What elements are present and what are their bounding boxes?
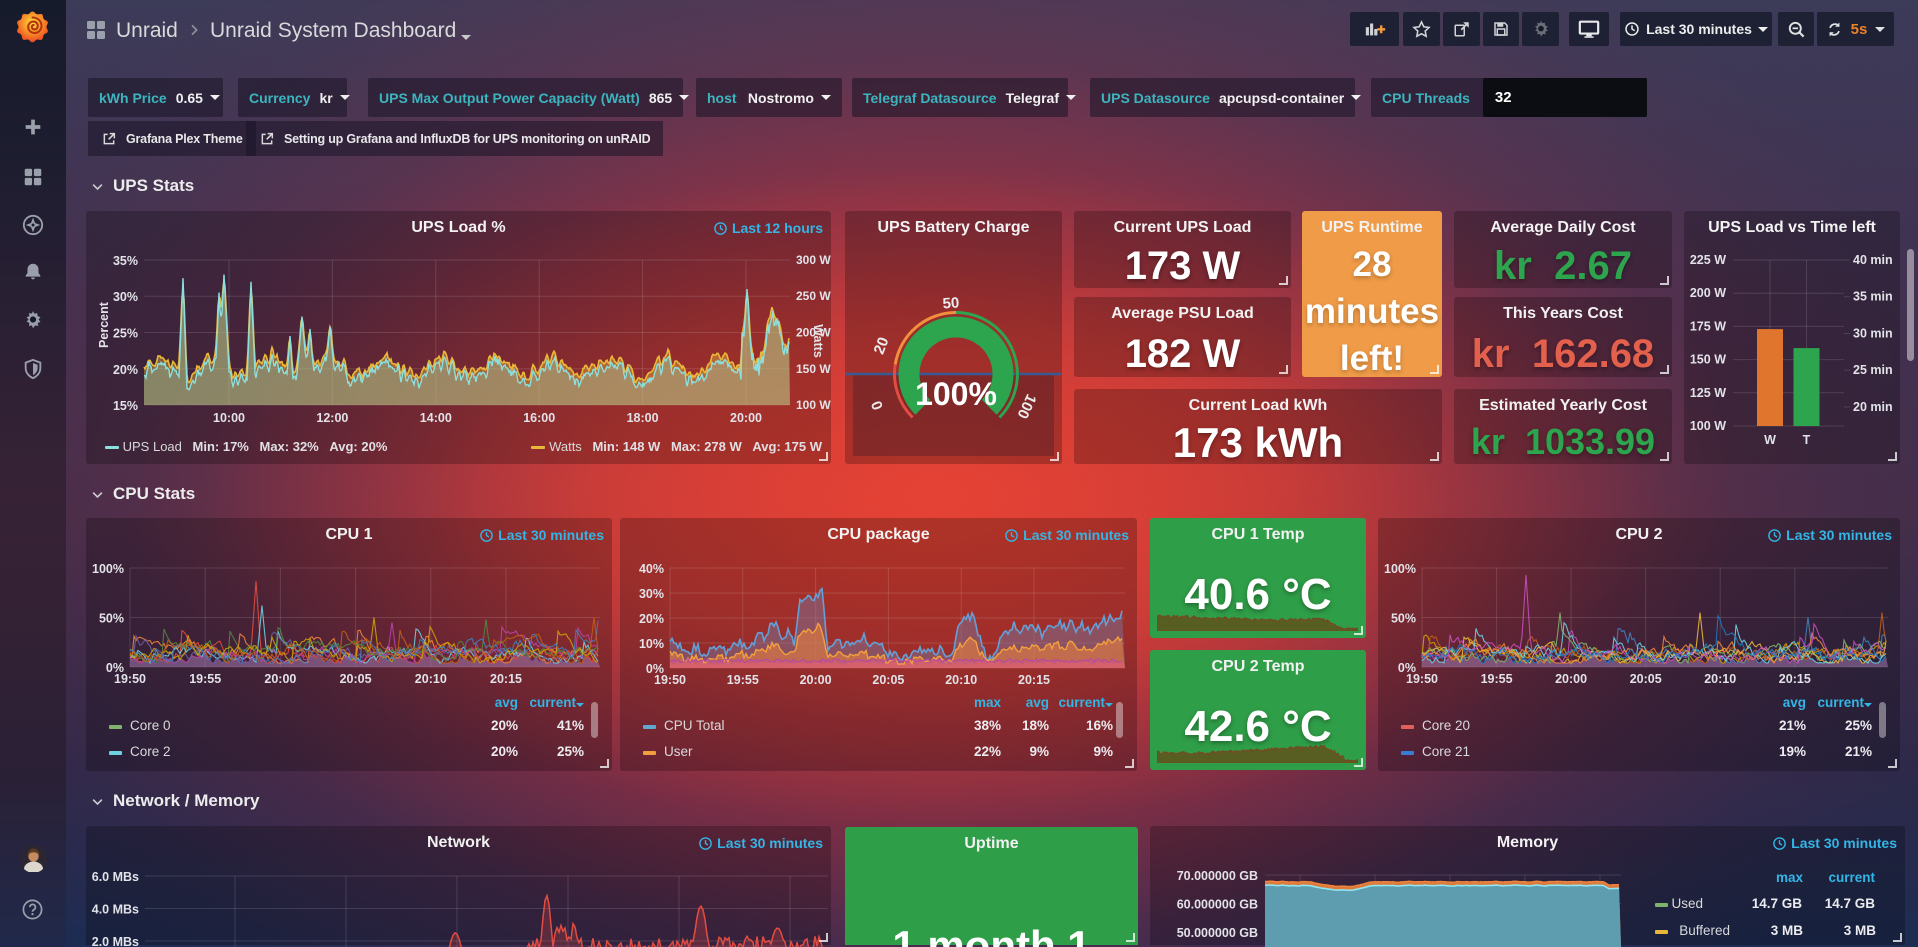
- svg-text:16:00: 16:00: [523, 411, 555, 425]
- svg-text:W: W: [1764, 433, 1776, 447]
- svg-text:0%: 0%: [1398, 661, 1416, 675]
- svg-text:25%: 25%: [113, 327, 138, 341]
- svg-text:125 W: 125 W: [1690, 386, 1726, 400]
- svg-text:70.000000 GB: 70.000000 GB: [1177, 869, 1258, 883]
- svg-text:10:00: 10:00: [213, 411, 245, 425]
- svg-text:30%: 30%: [113, 290, 138, 304]
- svg-text:20:00: 20:00: [264, 672, 296, 686]
- svg-text:20:00: 20:00: [730, 411, 762, 425]
- svg-text:19:55: 19:55: [189, 672, 221, 686]
- svg-text:T: T: [1803, 433, 1811, 447]
- svg-text:60.000000 GB: 60.000000 GB: [1177, 898, 1258, 912]
- svg-text:200 W: 200 W: [1690, 286, 1726, 300]
- svg-text:19:50: 19:50: [1406, 672, 1438, 686]
- svg-text:15%: 15%: [113, 399, 138, 413]
- svg-text:300 W: 300 W: [796, 253, 831, 267]
- svg-text:50%: 50%: [99, 612, 124, 626]
- svg-text:20:00: 20:00: [800, 673, 832, 687]
- svg-text:0%: 0%: [646, 662, 664, 676]
- svg-text:50%: 50%: [1391, 612, 1416, 626]
- svg-text:35 min: 35 min: [1853, 290, 1893, 304]
- svg-text:40%: 40%: [639, 562, 664, 576]
- svg-text:14:00: 14:00: [420, 411, 452, 425]
- svg-text:18:00: 18:00: [627, 411, 659, 425]
- svg-text:12:00: 12:00: [316, 411, 348, 425]
- svg-text:0%: 0%: [106, 661, 124, 675]
- svg-text:200 W: 200 W: [796, 326, 831, 340]
- svg-text:250 W: 250 W: [796, 289, 831, 303]
- svg-text:19:50: 19:50: [114, 672, 146, 686]
- svg-text:Percent: Percent: [97, 301, 111, 348]
- svg-text:20:15: 20:15: [1018, 673, 1050, 687]
- svg-text:20:05: 20:05: [340, 672, 372, 686]
- svg-text:100%: 100%: [915, 376, 997, 412]
- svg-text:2.0 MBs: 2.0 MBs: [92, 935, 139, 947]
- svg-text:150 W: 150 W: [796, 362, 831, 376]
- svg-text:175 W: 175 W: [1690, 319, 1726, 333]
- svg-text:20%: 20%: [639, 612, 664, 626]
- svg-text:50.000000 GB: 50.000000 GB: [1177, 926, 1258, 940]
- svg-text:19:50: 19:50: [654, 673, 686, 687]
- svg-text:25 min: 25 min: [1853, 363, 1893, 377]
- svg-text:6.0 MBs: 6.0 MBs: [92, 870, 139, 884]
- svg-text:35%: 35%: [113, 254, 138, 268]
- svg-text:20:15: 20:15: [1779, 672, 1811, 686]
- svg-text:19:55: 19:55: [727, 673, 759, 687]
- svg-text:Watts: Watts: [811, 324, 825, 358]
- svg-text:100%: 100%: [1384, 562, 1416, 576]
- svg-text:30%: 30%: [639, 587, 664, 601]
- svg-text:10%: 10%: [639, 637, 664, 651]
- svg-text:4.0 MBs: 4.0 MBs: [92, 903, 139, 917]
- svg-text:20:05: 20:05: [872, 673, 904, 687]
- svg-text:20:00: 20:00: [1555, 672, 1587, 686]
- svg-text:100%: 100%: [92, 562, 124, 576]
- svg-text:20:05: 20:05: [1630, 672, 1662, 686]
- svg-text:20:10: 20:10: [1704, 672, 1736, 686]
- svg-text:100 W: 100 W: [1690, 419, 1726, 433]
- svg-text:20 min: 20 min: [1853, 400, 1893, 414]
- svg-text:20:10: 20:10: [415, 672, 447, 686]
- svg-text:20:15: 20:15: [490, 672, 522, 686]
- svg-text:40 min: 40 min: [1853, 253, 1893, 267]
- svg-text:20:10: 20:10: [945, 673, 977, 687]
- svg-text:20%: 20%: [113, 363, 138, 377]
- svg-text:19:55: 19:55: [1481, 672, 1513, 686]
- svg-text:50: 50: [942, 294, 960, 312]
- svg-text:20: 20: [871, 335, 893, 357]
- svg-text:225 W: 225 W: [1690, 253, 1726, 267]
- svg-text:100 W: 100 W: [796, 398, 831, 412]
- svg-text:150 W: 150 W: [1690, 353, 1726, 367]
- svg-text:30 min: 30 min: [1853, 327, 1893, 341]
